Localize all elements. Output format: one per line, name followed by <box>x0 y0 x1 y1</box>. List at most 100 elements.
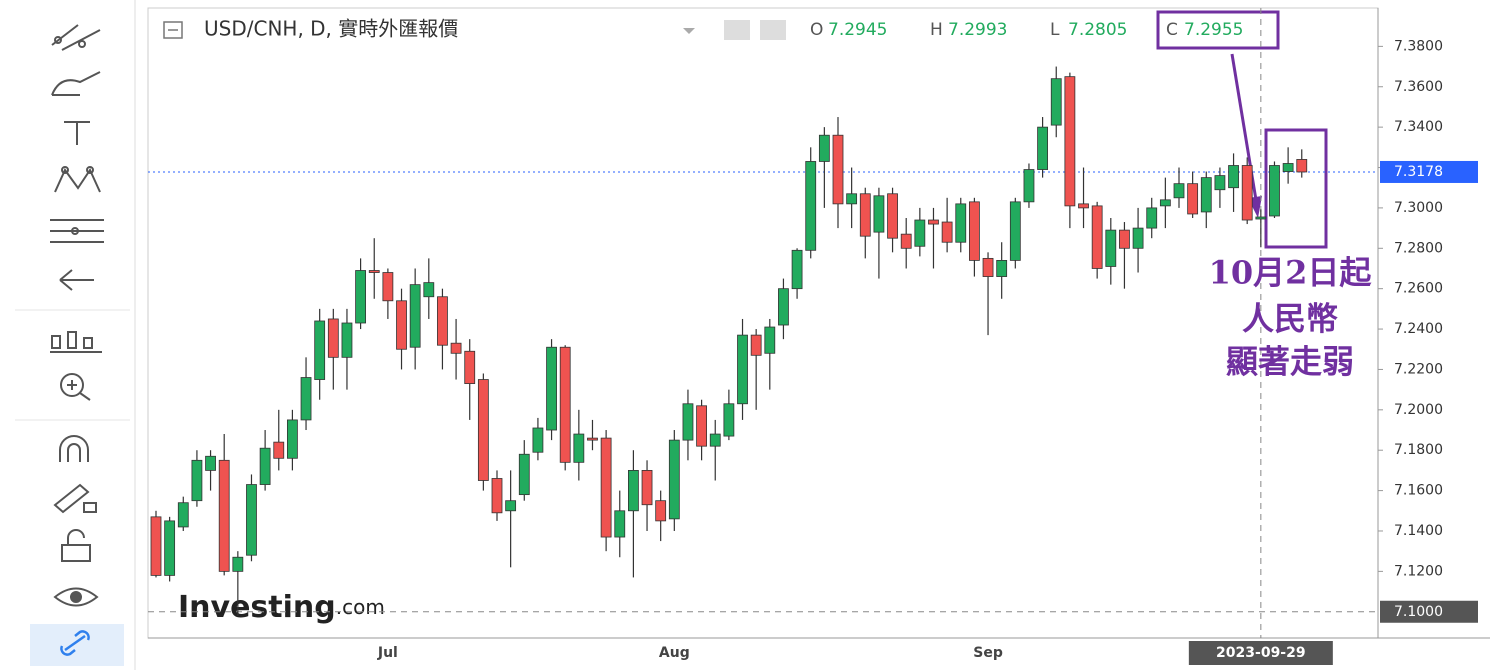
candle-body <box>778 288 789 326</box>
candle-body <box>805 161 817 251</box>
candle-body <box>423 282 435 298</box>
annotation: 10月2日起 <box>1209 254 1373 292</box>
candle-body <box>409 284 421 348</box>
candle-body <box>750 334 762 356</box>
candle-body <box>873 195 885 233</box>
y-tick-label: 7.1600 <box>1394 483 1443 499</box>
candle-body <box>887 193 898 239</box>
tool-lock[interactable] <box>61 529 91 562</box>
y-tick-label: 7.2400 <box>1394 321 1443 337</box>
last-price-box <box>1380 160 1478 183</box>
tool-magnet[interactable] <box>59 435 89 462</box>
eye-button[interactable] <box>724 20 750 40</box>
candle-body <box>1173 183 1185 199</box>
y-tick-label: 7.2600 <box>1394 281 1443 297</box>
candle-body <box>559 346 571 463</box>
annotation: 人民幣 <box>1242 300 1338 338</box>
candle-body <box>818 134 830 162</box>
candle-body <box>396 300 407 350</box>
candle-body <box>437 296 448 346</box>
tool-fib[interactable] <box>50 219 104 243</box>
candle-body <box>1214 175 1226 191</box>
settings-button[interactable] <box>760 20 786 40</box>
y-tick-label: 7.3600 <box>1394 79 1443 95</box>
candle-body <box>546 346 557 431</box>
candle-body <box>696 405 707 447</box>
y-tick-label: 7.3400 <box>1394 119 1443 135</box>
x-tick-label: Aug <box>659 645 690 661</box>
tool-back[interactable] <box>59 269 94 291</box>
candle-body <box>1187 183 1199 215</box>
tool-pattern[interactable] <box>54 166 101 193</box>
candle-body <box>846 193 858 205</box>
candle-body <box>900 233 912 249</box>
ohlc-label: L <box>1050 20 1060 40</box>
candle-body <box>1255 216 1267 220</box>
candle-body <box>314 320 326 380</box>
candle-body <box>682 403 694 441</box>
tool-eye[interactable] <box>53 587 99 607</box>
tool-text[interactable] <box>64 121 90 145</box>
crosshair-date-label: 2023-09-29 <box>1216 645 1306 661</box>
candle-body <box>982 257 994 277</box>
candle-body <box>246 484 257 556</box>
toolbar <box>15 0 136 670</box>
candle-body <box>232 556 244 572</box>
candle-body <box>1146 207 1158 229</box>
candle-body <box>859 193 871 237</box>
tool-brush[interactable] <box>51 71 101 96</box>
candle-body <box>941 221 953 243</box>
candle-body <box>628 470 639 512</box>
y-tick-label: 7.1400 <box>1394 523 1443 539</box>
candle-body <box>177 502 189 528</box>
candle-body <box>300 377 312 421</box>
tool-zoom[interactable] <box>60 373 91 401</box>
candle-body <box>1119 229 1130 249</box>
candle-body <box>723 403 735 437</box>
candle-body <box>491 478 503 514</box>
candle-body <box>587 437 598 441</box>
candle-body <box>709 433 721 447</box>
ohlc-label: C <box>1166 20 1178 40</box>
ohlc-label: H <box>930 20 943 40</box>
candle-body <box>532 427 544 453</box>
tool-link-bg[interactable] <box>30 624 124 666</box>
candle-body <box>1132 227 1144 249</box>
collapse-icon[interactable] <box>163 21 183 39</box>
candle-body <box>1228 165 1239 189</box>
candle-body <box>1241 165 1253 221</box>
candle-body <box>614 510 626 538</box>
candle-body <box>996 260 1008 277</box>
ohlc-value: 7.2805 <box>1068 20 1127 40</box>
x-tick-label: Sep <box>973 645 1003 661</box>
candle-body <box>518 453 530 496</box>
candle-body <box>764 326 776 354</box>
candle-body <box>955 203 967 243</box>
crosshair-date-box <box>1188 641 1333 665</box>
ohlc-value: 7.2993 <box>948 20 1007 40</box>
y-tick-label: 7.1800 <box>1394 442 1443 458</box>
candle-body <box>928 219 939 225</box>
tool-lines[interactable] <box>51 24 101 51</box>
tool-link[interactable] <box>60 630 90 656</box>
candle-body <box>477 379 489 481</box>
crosshair-price-box <box>1380 600 1478 623</box>
candle-body <box>1159 199 1171 207</box>
candle-body <box>341 322 353 358</box>
ohlc-value: 7.2955 <box>1184 20 1243 40</box>
candle-body <box>218 459 230 572</box>
candle-body <box>273 441 285 459</box>
candle-body <box>655 500 667 522</box>
y-tick-label: 7.3800 <box>1394 38 1443 54</box>
candle-body <box>1009 201 1021 261</box>
candle-body <box>150 516 162 576</box>
tool-measure[interactable] <box>50 331 102 353</box>
candle-body <box>1105 229 1117 267</box>
tool-lock-draw[interactable] <box>53 483 97 514</box>
candle-body <box>191 459 203 502</box>
annotation: 顯著走弱 <box>1226 343 1354 381</box>
dropdown-arrow[interactable] <box>683 28 695 34</box>
watermark-main: Investing <box>178 590 336 625</box>
candle-body <box>1078 203 1089 209</box>
